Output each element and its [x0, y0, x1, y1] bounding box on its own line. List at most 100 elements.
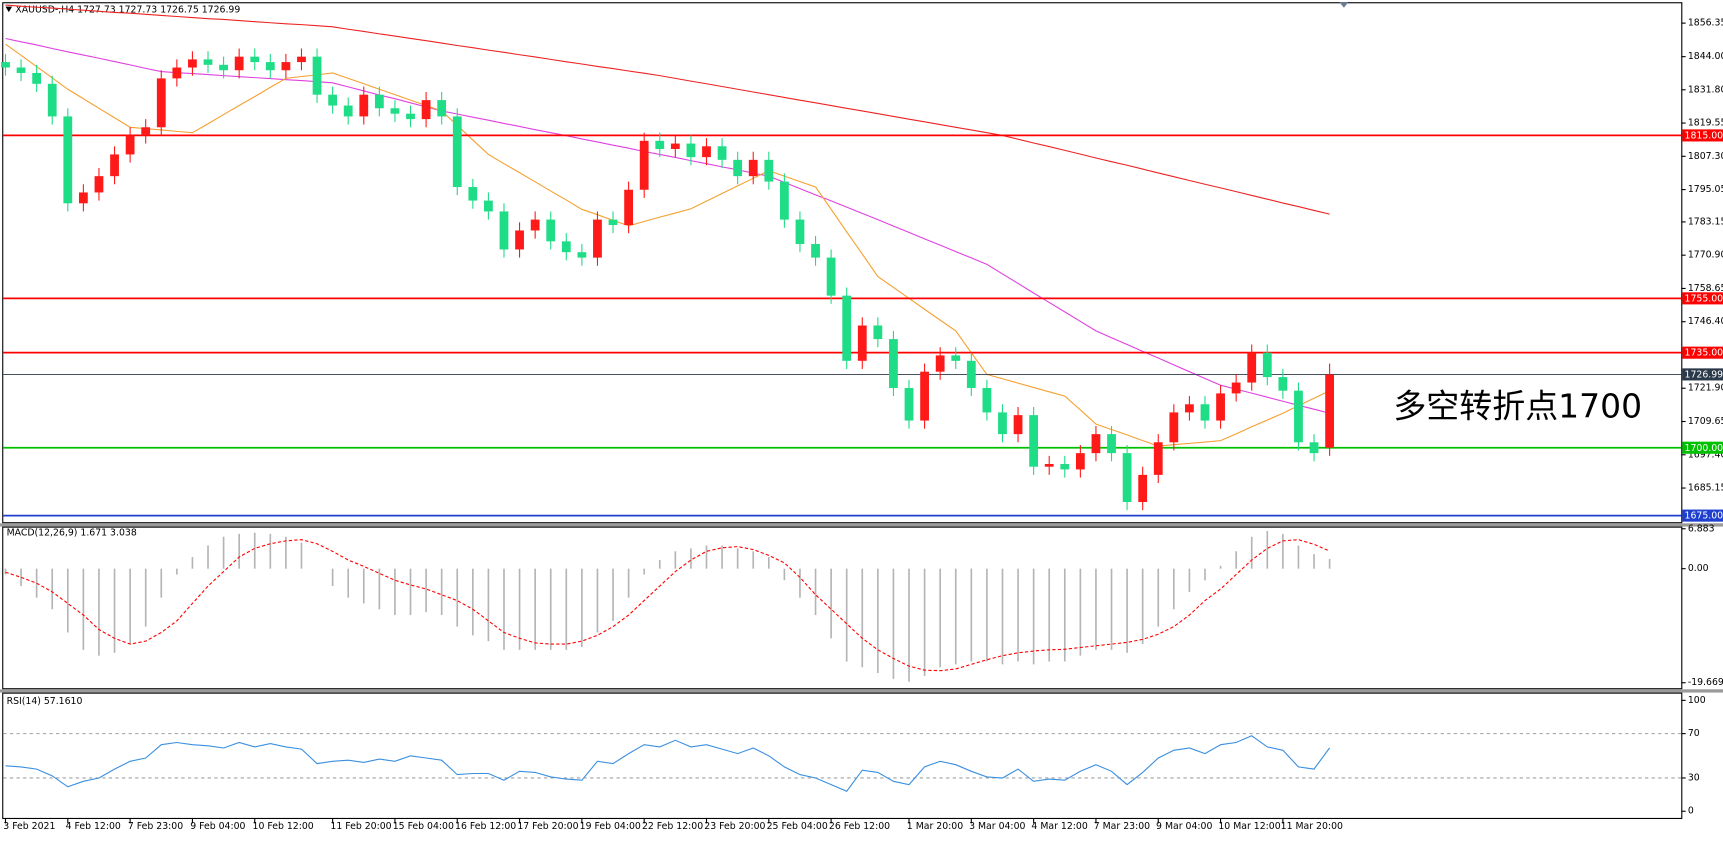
candle-body: [203, 59, 213, 65]
candle-body: [561, 241, 571, 253]
rsi-panel: [2, 692, 1683, 820]
rsi-header: RSI(14) 57.1610: [7, 696, 83, 707]
candle-body: [1278, 377, 1288, 391]
x-tick-label: 15 Feb 04:00: [393, 821, 454, 832]
price-level-label: 1815.00: [1685, 130, 1723, 141]
x-tick-label: 11 Feb 20:00: [330, 821, 391, 832]
x-tick-label: 9 Mar 04:00: [1156, 821, 1212, 832]
candle-body: [655, 140, 665, 149]
candle-body: [1075, 453, 1085, 470]
y-tick-label: 1783.15: [1688, 216, 1723, 227]
shift-marker: [1339, 2, 1349, 8]
candle-body: [593, 219, 602, 258]
candle-body: [359, 94, 369, 117]
price-level-label: 1726.99: [1685, 369, 1723, 380]
y-tick-label: 1721.90: [1688, 383, 1723, 394]
candle-body: [468, 187, 478, 201]
candle-body: [733, 159, 743, 177]
x-tick-label: 17 Feb 20:00: [517, 821, 578, 832]
candle-body: [935, 355, 945, 372]
x-tick-label: 4 Mar 12:00: [1031, 821, 1087, 832]
candle-body: [374, 94, 384, 109]
candle-body: [920, 371, 929, 421]
candle-body: [1091, 434, 1101, 454]
candle-body: [904, 387, 914, 421]
candle-body: [219, 64, 228, 71]
y-tick-label: 1831.80: [1688, 84, 1723, 95]
y-tick-label: 1856.35: [1688, 18, 1723, 29]
y-tick-label: 1819.55: [1688, 118, 1723, 129]
candle-body: [125, 135, 135, 155]
candle-body: [1294, 390, 1303, 443]
price-level-tag: [1682, 441, 1723, 454]
candle-body: [94, 176, 104, 193]
candle-body: [1309, 442, 1319, 454]
candle-body: [452, 116, 462, 188]
price-level-label: 1755.00: [1685, 293, 1723, 304]
candle-body: [842, 295, 852, 361]
candle-body: [156, 78, 166, 128]
candle-body: [764, 159, 774, 182]
price-level-label: 1675.00: [1685, 511, 1723, 522]
candle-body: [328, 94, 338, 106]
candle-body: [608, 219, 618, 226]
x-tick-label: 10 Feb 12:00: [253, 821, 314, 832]
candle-body: [297, 56, 306, 63]
candle-body: [686, 143, 696, 158]
y-tick-label: 6.883: [1688, 523, 1715, 534]
candle-body: [530, 219, 540, 231]
annotation: 多空转折点1700: [1393, 386, 1642, 425]
candle-body: [1013, 415, 1023, 435]
candle-body: [312, 56, 322, 95]
candle-body: [889, 339, 898, 388]
candle-body: [16, 67, 26, 73]
candle-body: [546, 219, 556, 242]
x-tick-label: 9 Feb 04:00: [190, 821, 245, 832]
candle-body: [141, 127, 151, 136]
candle-body: [32, 72, 42, 84]
x-tick-label: 4 Feb 12:00: [66, 821, 121, 832]
x-tick-label: 11 Mar 20:00: [1281, 821, 1343, 832]
candle-body: [281, 62, 291, 71]
candle-body: [1122, 453, 1132, 503]
candle-body: [857, 325, 867, 361]
y-tick-label: 100: [1688, 695, 1706, 706]
y-tick-label: 0.00: [1688, 563, 1709, 574]
price-level-tag: [1682, 346, 1723, 359]
y-tick-label: 1697.40: [1688, 449, 1723, 460]
candle-body: [343, 105, 353, 117]
y-tick-label: 1685.15: [1688, 483, 1723, 494]
candle-body: [873, 325, 883, 340]
candle-body: [1138, 474, 1148, 503]
candle-body: [795, 219, 805, 245]
candle-body: [250, 56, 260, 63]
candle-body: [390, 108, 400, 114]
candle-body: [265, 62, 275, 71]
macd-panel: [2, 526, 1683, 690]
x-tick-label: 1 Mar 20:00: [907, 821, 963, 832]
price-level-tag: [1682, 509, 1723, 522]
candle-body: [639, 140, 649, 190]
y-tick-label: 30: [1688, 772, 1700, 783]
candle-body: [1029, 415, 1039, 467]
moving-average: [5, 43, 1330, 447]
candle-body: [748, 159, 758, 177]
x-tick-label: 23 Feb 20:00: [704, 821, 765, 832]
y-tick-label: -19.669: [1688, 677, 1723, 688]
x-tick-label: 22 Feb 12:00: [642, 821, 703, 832]
x-tick-label: 25 Feb 04:00: [767, 821, 828, 832]
candle-body: [1262, 352, 1272, 378]
candle-body: [1044, 464, 1054, 467]
candle-body: [717, 146, 727, 160]
candle-body: [406, 113, 415, 120]
candle-body: [78, 192, 88, 204]
candle-body: [110, 154, 119, 177]
candle-body: [1325, 374, 1335, 448]
x-tick-label: 3 Mar 04:00: [969, 821, 1025, 832]
candle-body: [1247, 352, 1257, 383]
y-tick-label: 1844.00: [1688, 51, 1723, 62]
x-tick-label: 26 Feb 12:00: [829, 821, 890, 832]
candle-body: [1216, 393, 1225, 421]
